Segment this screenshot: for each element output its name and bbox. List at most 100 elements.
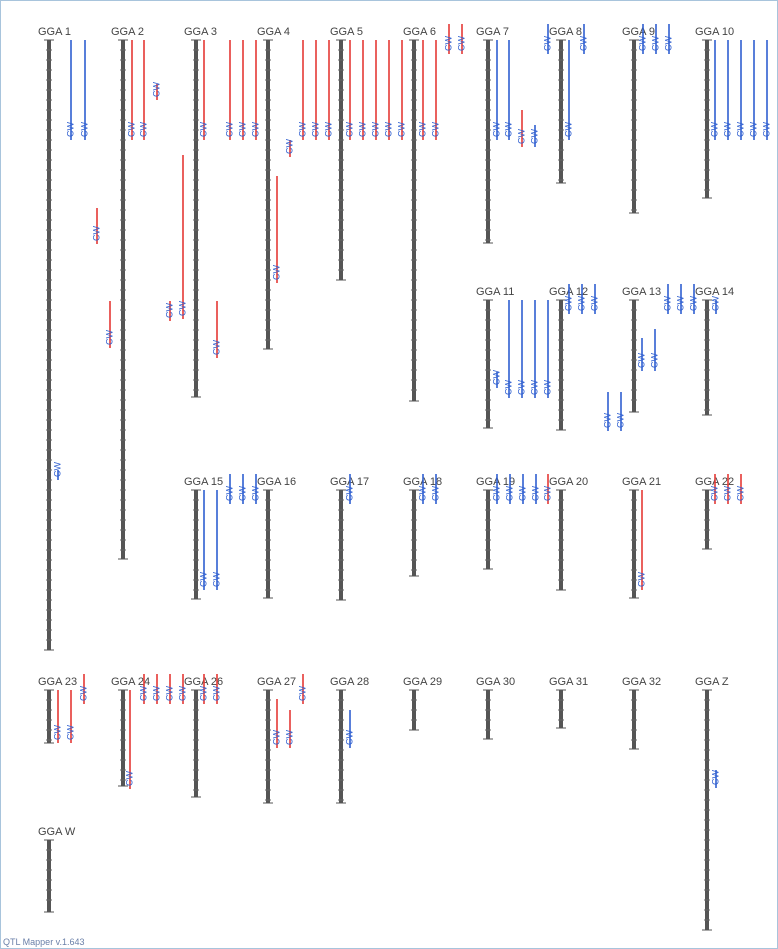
qtl-label: CW bbox=[212, 686, 222, 701]
qtl-label: CW bbox=[105, 330, 115, 345]
qtl-label: CW bbox=[397, 122, 407, 137]
chromosome-label: GGA 30 bbox=[476, 676, 515, 688]
qtl-label: CW bbox=[152, 82, 162, 97]
qtl-label: CW bbox=[492, 486, 502, 501]
qtl-label: CW bbox=[311, 122, 321, 137]
qtl-label: CW bbox=[418, 122, 428, 137]
qtl-label: CW bbox=[638, 36, 648, 51]
chromosome-label: GGA 8 bbox=[549, 26, 582, 38]
qtl-label: CW bbox=[504, 122, 514, 137]
qtl-label: CW bbox=[517, 129, 527, 144]
chromosome-label: GGA Z bbox=[695, 676, 729, 688]
qtl-label: CW bbox=[80, 122, 90, 137]
qtl-label: CW bbox=[225, 486, 235, 501]
chromosome-label: GGA 11 bbox=[476, 286, 514, 298]
qtl-label: CW bbox=[345, 122, 355, 137]
qtl-label: CW bbox=[504, 380, 514, 395]
qtl-label: CW bbox=[384, 122, 394, 137]
qtl-label: CW bbox=[165, 686, 175, 701]
qtl-label: CW bbox=[199, 686, 209, 701]
qtl-label: CW bbox=[736, 486, 746, 501]
chromosome-label: GGA 3 bbox=[184, 26, 217, 38]
qtl-label: CW bbox=[125, 771, 135, 786]
chromosome-label: GGA W bbox=[38, 826, 76, 838]
qtl-label: CW bbox=[579, 36, 589, 51]
chromosome-label: GGA 27 bbox=[257, 676, 296, 688]
chromosome-label: GGA 1 bbox=[38, 26, 71, 38]
qtl-label: CW bbox=[127, 122, 137, 137]
qtl-label: CW bbox=[492, 122, 502, 137]
qtl-label: CW bbox=[285, 730, 295, 745]
qtl-label: CW bbox=[749, 122, 759, 137]
qtl-label: CW bbox=[505, 486, 515, 501]
qtl-label: CW bbox=[298, 686, 308, 701]
chromosome-label: GGA 28 bbox=[330, 676, 369, 688]
chromosome-label: GGA 19 bbox=[476, 476, 515, 488]
chromosome-label: GGA 6 bbox=[403, 26, 436, 38]
qtl-label: CW bbox=[637, 572, 647, 587]
chromosome-label: GGA 5 bbox=[330, 26, 363, 38]
qtl-label: CW bbox=[711, 296, 721, 311]
qtl-label: CW bbox=[238, 486, 248, 501]
app-version-footer: QTL Mapper v.1.643 bbox=[3, 937, 85, 947]
qtl-label: CW bbox=[212, 572, 222, 587]
qtl-label: CW bbox=[358, 122, 368, 137]
chromosome-label: GGA 21 bbox=[622, 476, 661, 488]
chromosome-label: GGA 23 bbox=[38, 676, 77, 688]
qtl-label: CW bbox=[139, 686, 149, 701]
qtl-label: CW bbox=[251, 486, 261, 501]
qtl-label: CW bbox=[663, 296, 673, 311]
qtl-label: CW bbox=[689, 296, 699, 311]
chromosome-label: GGA 14 bbox=[695, 286, 734, 298]
qtl-label: CW bbox=[664, 36, 674, 51]
chromosome-label: GGA 4 bbox=[257, 26, 290, 38]
chromosome-label: GGA 10 bbox=[695, 26, 734, 38]
qtl-label: CW bbox=[418, 486, 428, 501]
qtl-label: CW bbox=[371, 122, 381, 137]
qtl-label: CW bbox=[238, 122, 248, 137]
qtl-label: CW bbox=[272, 265, 282, 280]
qtl-label: CW bbox=[650, 353, 660, 368]
qtl-label: CW bbox=[616, 413, 626, 428]
qtl-label: CW bbox=[564, 122, 574, 137]
qtl-label: CW bbox=[66, 122, 76, 137]
qtl-label: CW bbox=[92, 226, 102, 241]
qtl-label: CW bbox=[492, 370, 502, 385]
qtl-label: CW bbox=[165, 303, 175, 318]
chromosome-label: GGA 16 bbox=[257, 476, 296, 488]
qtl-label: CW bbox=[736, 122, 746, 137]
qtl-label: CW bbox=[53, 462, 63, 477]
qtl-label: CW bbox=[590, 296, 600, 311]
qtl-label: CW bbox=[79, 686, 89, 701]
qtl-label: CW bbox=[637, 353, 647, 368]
qtl-label: CW bbox=[543, 486, 553, 501]
qtl-label: CW bbox=[199, 572, 209, 587]
qtl-label: CW bbox=[212, 340, 222, 355]
qtl-label: CW bbox=[444, 36, 454, 51]
qtl-label: CW bbox=[603, 413, 613, 428]
qtl-label: CW bbox=[517, 380, 527, 395]
qtl-label: CW bbox=[530, 129, 540, 144]
qtl-label: CW bbox=[577, 296, 587, 311]
qtl-label: CW bbox=[531, 486, 541, 501]
qtl-label: CW bbox=[723, 122, 733, 137]
qtl-label: CW bbox=[345, 730, 355, 745]
chromosome-label: GGA 24 bbox=[111, 676, 150, 688]
chromosome-label: GGA 2 bbox=[111, 26, 144, 38]
qtl-label: CW bbox=[178, 686, 188, 701]
qtl-label: CW bbox=[710, 122, 720, 137]
chromosome-label: GGA 9 bbox=[622, 26, 655, 38]
qtl-label: CW bbox=[518, 486, 528, 501]
qtl-label: CW bbox=[345, 486, 355, 501]
chromosome-label: GGA 13 bbox=[622, 286, 661, 298]
qtl-label: CW bbox=[285, 139, 295, 154]
qtl-label: CW bbox=[564, 296, 574, 311]
qtl-label: CW bbox=[53, 725, 63, 740]
qtl-label: CW bbox=[139, 122, 149, 137]
qtl-label: CW bbox=[225, 122, 235, 137]
qtl-label: CW bbox=[711, 770, 721, 785]
qtl-label: CW bbox=[543, 36, 553, 51]
qtl-label: CW bbox=[431, 486, 441, 501]
